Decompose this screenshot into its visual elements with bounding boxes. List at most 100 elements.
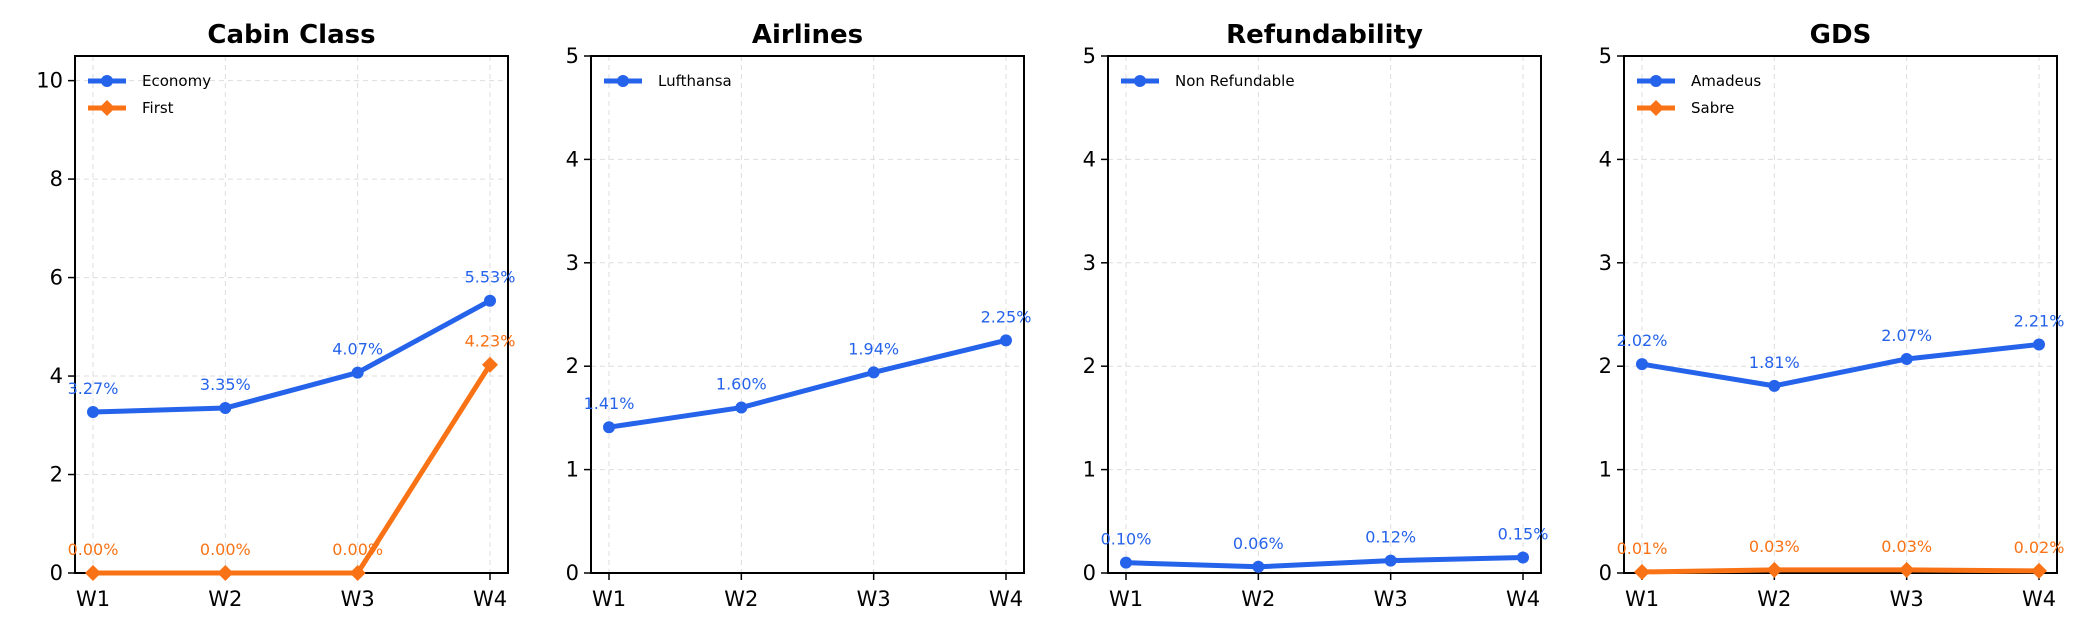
y-tick-label: 3 bbox=[1083, 251, 1096, 275]
legend-marker bbox=[1648, 100, 1664, 116]
data-point bbox=[1000, 334, 1012, 347]
legend-marker bbox=[617, 75, 629, 87]
plot-frame bbox=[1623, 55, 2058, 574]
data-label: 1.41% bbox=[584, 394, 635, 413]
y-tick-label: 3 bbox=[566, 251, 579, 275]
y-tick-label: 1 bbox=[1599, 458, 1612, 482]
y-tick-label: 8 bbox=[50, 167, 63, 191]
data-point bbox=[1900, 352, 1913, 365]
chart-title: Refundability bbox=[1226, 20, 1423, 50]
data-point bbox=[1252, 560, 1265, 573]
y-tick-label: 5 bbox=[1599, 44, 1612, 68]
chart-title: GDS bbox=[1810, 20, 1872, 50]
chart-panel-2: 0 1 2 3 4 5 W1 W2 W3 W4 Airlines 1.41% 1.60% 1.94% 2.2… bbox=[566, 20, 1032, 611]
data-label: 5.53% bbox=[465, 268, 516, 287]
series-line bbox=[1123, 554, 1526, 570]
data-label: 0.01% bbox=[1617, 539, 1668, 558]
legend-label: Economy bbox=[142, 72, 211, 90]
data-label: 0.12% bbox=[1365, 528, 1416, 547]
data-point bbox=[2033, 338, 2045, 351]
data-label: 2.02% bbox=[1617, 331, 1668, 350]
data-point bbox=[603, 421, 615, 434]
plot-frame bbox=[1107, 55, 1542, 574]
x-tick-label: W1 bbox=[592, 587, 626, 611]
data-point bbox=[482, 356, 498, 373]
y-tick-label: 1 bbox=[1083, 458, 1096, 482]
data-point bbox=[2031, 562, 2047, 579]
data-point bbox=[1898, 561, 1915, 578]
x-tick-label: W1 bbox=[1625, 587, 1659, 611]
data-point bbox=[349, 565, 366, 581]
chart-panel-4: 0 1 2 3 4 5 W1 W2 W3 W4 GDS 2.02% 1.81% 2.07% 2.21% 0.0… bbox=[1599, 20, 2065, 611]
y-tick-label: 4 bbox=[566, 147, 579, 171]
data-label: 0.00% bbox=[332, 540, 383, 559]
y-tick-label: 5 bbox=[1083, 44, 1096, 68]
y-tick-label: 5 bbox=[566, 44, 579, 68]
y-tick-label: 10 bbox=[36, 69, 63, 93]
x-tick-label: W2 bbox=[208, 587, 242, 611]
data-label: 0.15% bbox=[1498, 524, 1549, 543]
x-tick-label: W2 bbox=[1757, 587, 1791, 611]
data-label: 0.10% bbox=[1101, 530, 1152, 549]
x-tick-label: W3 bbox=[1890, 587, 1924, 611]
data-point bbox=[85, 565, 101, 581]
data-label: 4.23% bbox=[465, 332, 516, 351]
data-point bbox=[735, 401, 748, 414]
chart-panel-3: 0 1 2 3 4 5 W1 W2 W3 W4 Refundability 0.10% 0.06% 0.1… bbox=[1083, 20, 1549, 611]
data-label: 2.07% bbox=[1881, 326, 1932, 345]
series-line bbox=[1639, 341, 2042, 389]
series-line bbox=[90, 298, 493, 415]
y-tick-label: 3 bbox=[1599, 251, 1612, 275]
data-label: 4.07% bbox=[332, 340, 383, 359]
y-tick-label: 2 bbox=[566, 354, 579, 378]
legend-label: Lufthansa bbox=[658, 72, 732, 90]
data-point bbox=[867, 366, 880, 379]
y-tick-label: 0 bbox=[50, 561, 63, 585]
legend-label: Amadeus bbox=[1691, 72, 1761, 90]
data-label: 2.21% bbox=[2014, 311, 2065, 330]
data-label: 1.60% bbox=[716, 375, 767, 394]
data-point bbox=[1634, 563, 1650, 580]
legend-marker bbox=[101, 75, 113, 87]
y-tick-label: 4 bbox=[1599, 147, 1612, 171]
x-tick-label: W4 bbox=[473, 587, 507, 611]
data-point bbox=[1120, 556, 1132, 569]
data-point bbox=[1768, 379, 1781, 392]
plot-frame bbox=[590, 55, 1025, 574]
data-label: 0.00% bbox=[68, 540, 119, 559]
legend-label: Non Refundable bbox=[1175, 72, 1295, 90]
series-line bbox=[606, 337, 1009, 430]
legend-marker bbox=[1650, 75, 1662, 87]
data-label: 1.94% bbox=[848, 339, 899, 358]
chart-title: Airlines bbox=[752, 20, 863, 50]
x-tick-label: W4 bbox=[1506, 587, 1540, 611]
legend-marker bbox=[1134, 75, 1146, 87]
x-tick-label: W1 bbox=[76, 587, 110, 611]
x-tick-label: W2 bbox=[1241, 587, 1275, 611]
data-point bbox=[484, 294, 496, 307]
y-tick-label: 4 bbox=[1083, 147, 1096, 171]
y-tick-label: 1 bbox=[566, 458, 579, 482]
y-tick-label: 4 bbox=[50, 364, 63, 388]
data-label: 3.35% bbox=[200, 375, 251, 394]
data-label: 1.81% bbox=[1749, 353, 1800, 372]
y-tick-label: 2 bbox=[1083, 354, 1096, 378]
data-point bbox=[219, 402, 232, 415]
y-tick-label: 0 bbox=[1599, 561, 1612, 585]
data-label: 0.02% bbox=[2014, 538, 2065, 557]
series-line bbox=[1639, 567, 2042, 575]
data-label: 2.25% bbox=[981, 307, 1032, 326]
data-label: 0.03% bbox=[1881, 537, 1932, 556]
x-tick-label: W3 bbox=[1374, 587, 1408, 611]
series-line bbox=[90, 362, 493, 576]
data-label: 3.27% bbox=[68, 379, 119, 398]
legend-label: Sabre bbox=[1691, 99, 1734, 117]
plot-frame bbox=[74, 55, 509, 574]
x-tick-label: W2 bbox=[724, 587, 758, 611]
data-point bbox=[1766, 561, 1783, 578]
chart-title: Cabin Class bbox=[207, 20, 375, 50]
x-tick-label: W3 bbox=[341, 587, 375, 611]
y-tick-label: 0 bbox=[1083, 561, 1096, 585]
data-label: 0.00% bbox=[200, 540, 251, 559]
